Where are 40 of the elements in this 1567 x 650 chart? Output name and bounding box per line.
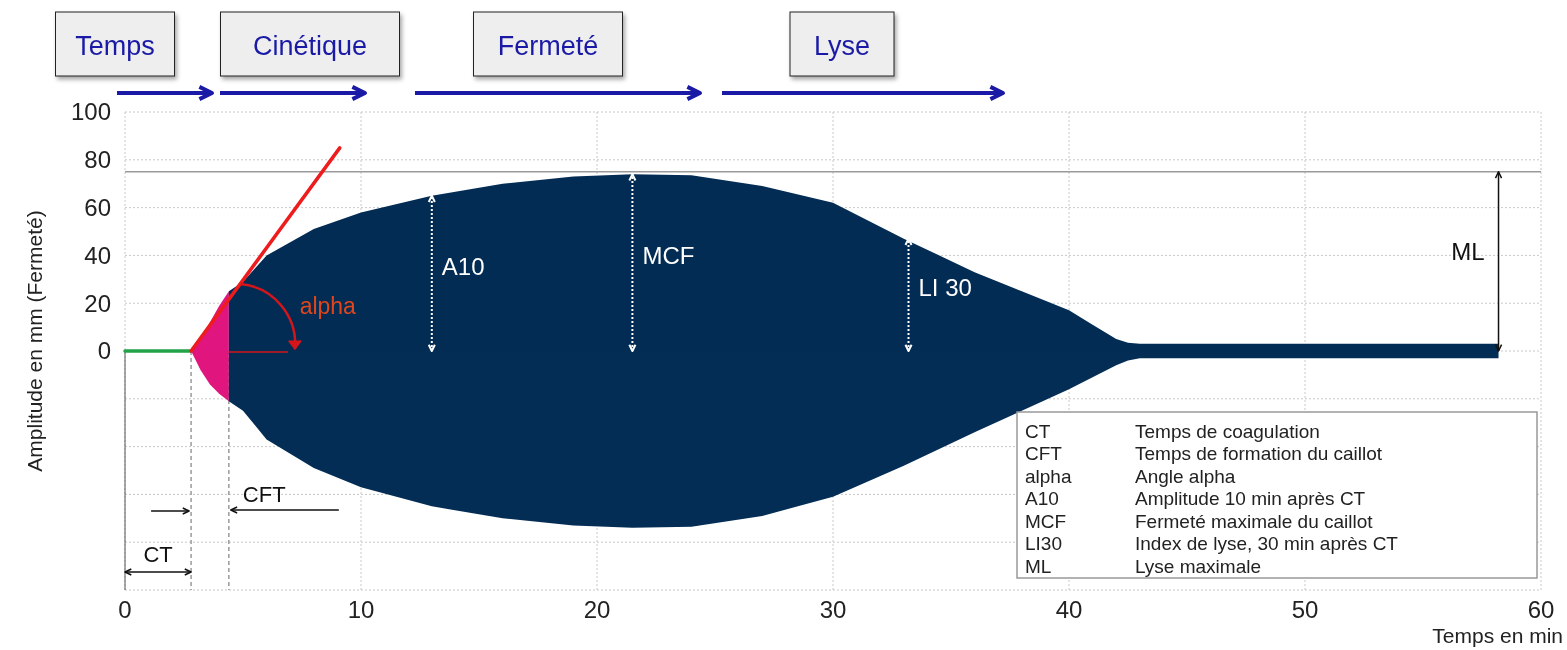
x-tick-label: 30 [819, 596, 847, 623]
annotation: alpha [299, 292, 357, 319]
x-axis-title: Temps en min [1432, 624, 1563, 647]
annotation: Angle alpha [1135, 465, 1236, 487]
text: Fermeté [497, 31, 599, 62]
annotation: Fermeté maximale du caillot [1135, 510, 1374, 532]
annotation: CFT [1025, 443, 1063, 465]
y-axis-title: Amplitude en mm (Fermeté) [23, 210, 46, 472]
x-tick-label: 60 [1527, 596, 1555, 623]
annotation: ML [1451, 238, 1485, 266]
x-tick-label: 20 [583, 596, 611, 623]
y-tick-label: 60 [84, 194, 111, 221]
x-tick-label: 0 [118, 596, 132, 623]
y-tick-label: 80 [84, 146, 111, 174]
annotation: Lyse maximale [1135, 555, 1262, 577]
annotation: Temps de coagulation [1135, 420, 1320, 442]
annotation: MCF [642, 241, 695, 269]
y-tick-label: 40 [84, 241, 111, 269]
annotation: A10 [1025, 488, 1059, 510]
x-tick-label: 40 [1055, 596, 1083, 623]
annotation: LI 30 [918, 274, 972, 302]
annotation: CT [143, 542, 173, 567]
y-tick-label: 20 [84, 289, 111, 317]
annotation: CFT [242, 482, 286, 507]
x-tick-label: 50 [1291, 596, 1319, 623]
annotation: LI30 [1025, 533, 1062, 555]
x-tick-label: 10 [347, 596, 375, 623]
y-tick-label: 100 [70, 98, 111, 126]
annotation: ML [1025, 555, 1052, 577]
annotation: Index de lyse, 30 min après CT [1135, 533, 1399, 555]
text: Lyse [813, 31, 871, 62]
text: Temps [75, 31, 155, 62]
annotation: Temps de formation du caillot [1135, 443, 1383, 465]
annotation: alpha [1025, 465, 1072, 487]
annotation: A10 [441, 252, 485, 280]
annotation: Amplitude 10 min après CT [1135, 488, 1366, 510]
annotation: CT [1025, 420, 1051, 442]
annotation: MCF [1025, 510, 1067, 532]
y-tick-label: 0 [97, 337, 111, 365]
text: Cinétique [252, 31, 368, 62]
